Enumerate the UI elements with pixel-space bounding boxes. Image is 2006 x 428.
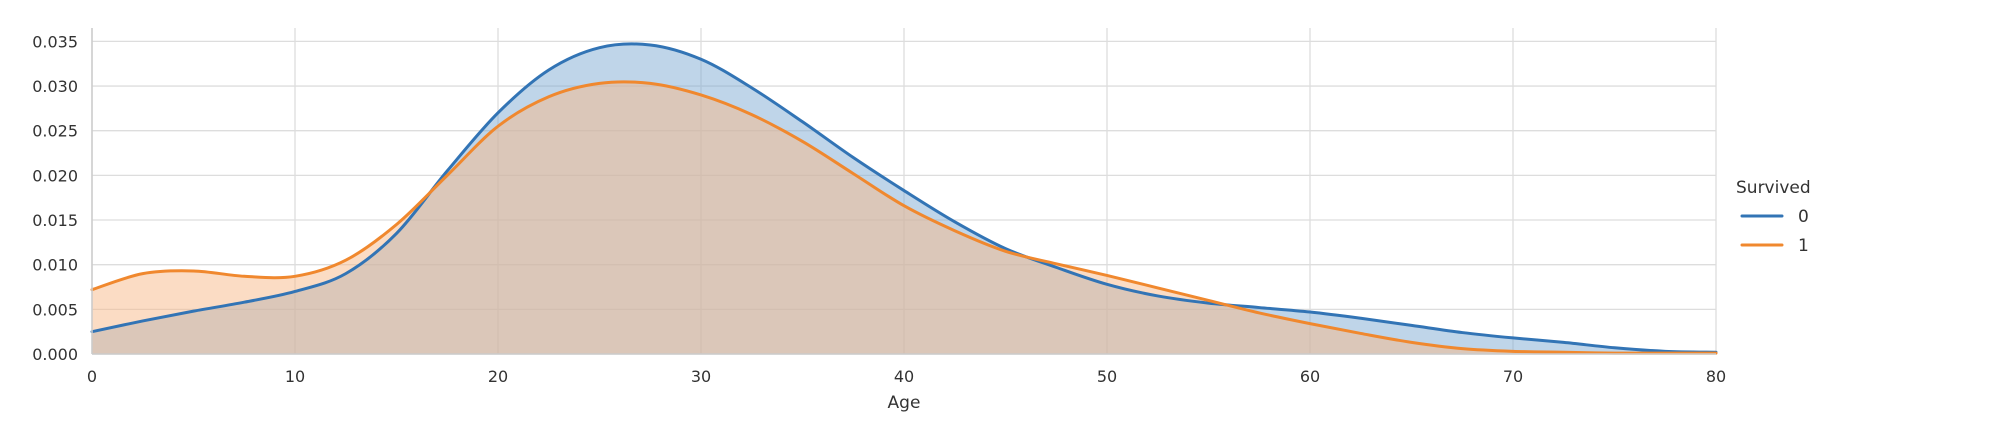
y-tick-label: 0.000 [32,345,78,364]
x-tick-label: 60 [1300,367,1320,386]
x-tick-label: 30 [691,367,711,386]
x-tick-label: 0 [87,367,97,386]
legend: Survived 01 [1736,178,1811,256]
x-tick-label: 70 [1503,367,1523,386]
legend-title: Survived [1736,178,1811,198]
y-tick-label: 0.030 [32,77,78,96]
x-tick-label: 40 [894,367,914,386]
x-tick-label: 10 [285,367,305,386]
x-axis-title: Age [888,393,921,413]
y-tick-label: 0.020 [32,166,78,185]
legend-label-0: 0 [1798,207,1809,227]
x-tick-label: 80 [1706,367,1726,386]
y-tick-label: 0.015 [32,211,78,230]
density-areas [92,43,1716,355]
density-lines [90,42,1718,355]
y-tick-label: 0.035 [32,32,78,51]
axes [91,28,1716,355]
density-area-1 [92,81,1716,354]
density-line-0 [90,42,1718,354]
density-line-1 [90,80,1718,355]
y-tick-label: 0.005 [32,300,78,319]
y-tick-label: 0.025 [32,122,78,141]
x-tick-label: 20 [488,367,508,386]
y-tick-label: 0.010 [32,256,78,275]
tick-labels: 0 10 20 30 40 50 60 70 80 0.000 0.005 0.010 0.015 0.0… [32,32,1726,386]
legend-items: 01 [1740,207,1809,256]
x-tick-label: 50 [1097,367,1117,386]
legend-label-1: 1 [1798,236,1809,256]
